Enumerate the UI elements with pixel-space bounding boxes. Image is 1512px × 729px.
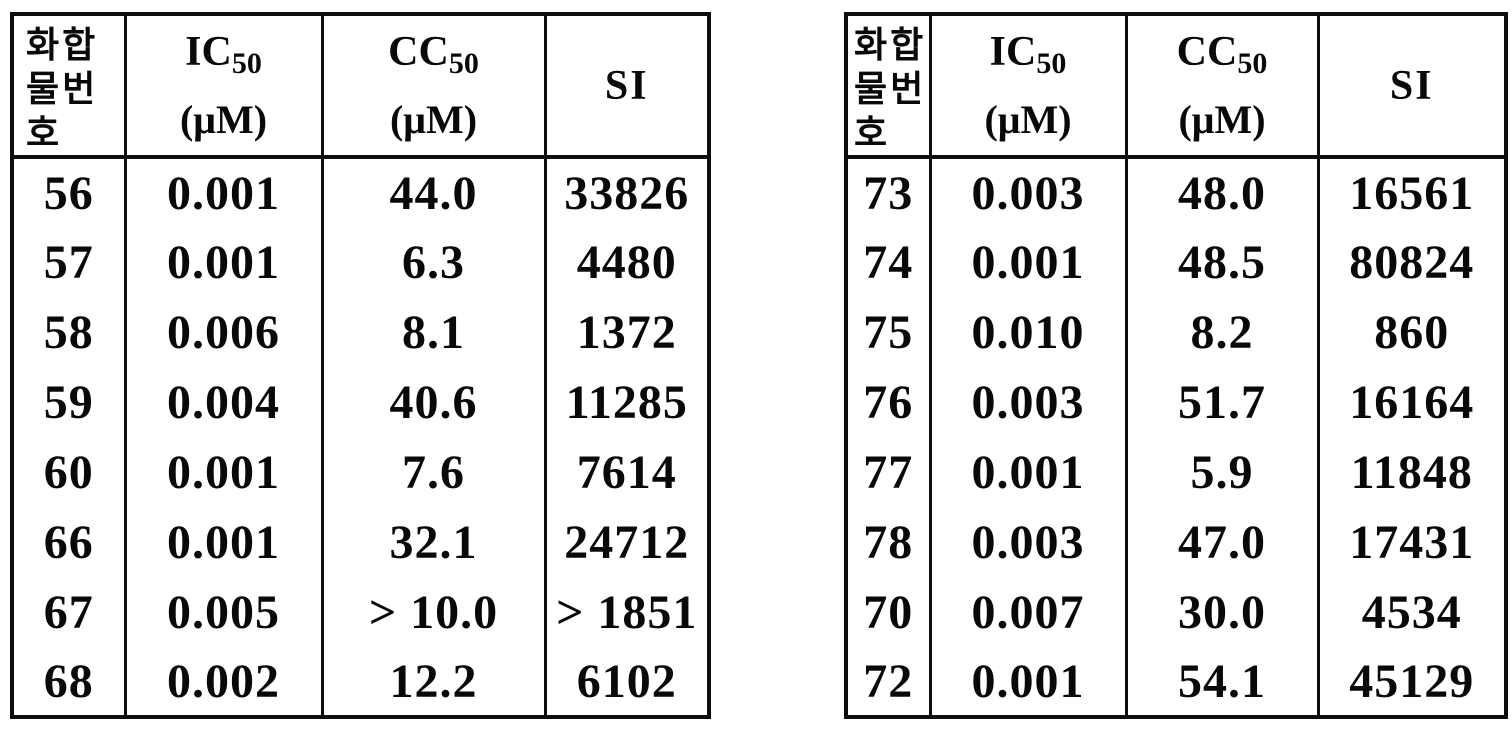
ic50-cell: 0.001 xyxy=(123,157,322,227)
compound-no-cell: 58 xyxy=(43,305,94,359)
si-cell: 24712 xyxy=(543,507,709,577)
table-row: 75 0.010 8.2 860 xyxy=(846,297,1506,367)
compound-no-cell: 75 xyxy=(863,305,914,359)
compound-no-cell: 74 xyxy=(863,235,914,289)
ic50-cell: 0.001 xyxy=(123,227,322,297)
table-row: 78 0.003 47.0 17431 xyxy=(846,507,1506,577)
ic50-cell: 0.003 xyxy=(928,157,1126,227)
cc50-cell: 30.0 xyxy=(1124,577,1318,647)
table-row: 57 0.001 6.3 4480 xyxy=(12,227,709,297)
cc50-cell: 40.6 xyxy=(320,367,545,437)
tables-container: 화합 물번 호 IC50 (μM) CC50 xyxy=(10,12,1508,719)
cc50-cell: 54.1 xyxy=(1124,647,1318,717)
cc50-header: CC50 (μM) xyxy=(320,14,545,159)
cc50-header: CC50 (μM) xyxy=(1124,14,1318,159)
si-cell: > 1851 xyxy=(543,577,709,647)
si-cell: 4534 xyxy=(1316,577,1506,647)
ic50-header: IC50 (μM) xyxy=(928,14,1126,159)
compound-number-header: 화합 물번 호 xyxy=(846,14,930,159)
compound-no-cell: 78 xyxy=(863,515,914,569)
si-cell: 45129 xyxy=(1316,647,1506,717)
compound-number-label: 화합 물번 호 xyxy=(26,24,99,153)
table-row: 56 0.001 44.0 33826 xyxy=(12,157,709,227)
table-row: 58 0.006 8.1 1372 xyxy=(12,297,709,367)
si-cell: 6102 xyxy=(543,647,709,717)
table-row: 74 0.001 48.5 80824 xyxy=(846,227,1506,297)
si-cell: 17431 xyxy=(1316,507,1506,577)
si-cell: 16561 xyxy=(1316,157,1506,227)
compound-no-cell: 73 xyxy=(863,166,914,220)
compound-no-cell: 68 xyxy=(43,654,94,708)
compound-no-cell: 56 xyxy=(43,166,94,220)
cc50-cell: 32.1 xyxy=(320,507,545,577)
cc50-cell: > 10.0 xyxy=(320,577,545,647)
si-cell: 80824 xyxy=(1316,227,1506,297)
compound-number-header: 화합 물번 호 xyxy=(12,14,125,159)
ic50-cell: 0.004 xyxy=(123,367,322,437)
table-row: 59 0.004 40.6 11285 xyxy=(12,367,709,437)
si-cell: 16164 xyxy=(1316,367,1506,437)
table-row: 70 0.007 30.0 4534 xyxy=(846,577,1506,647)
compound-no-cell: 59 xyxy=(43,375,94,429)
ic50-cell: 0.003 xyxy=(928,367,1126,437)
ic50-cell: 0.001 xyxy=(123,507,322,577)
ic50-header: IC50 (μM) xyxy=(123,14,322,159)
table-row: 77 0.001 5.9 11848 xyxy=(846,437,1506,507)
si-cell: 7614 xyxy=(543,437,709,507)
compound-number-label: 화합 물번 호 xyxy=(854,24,927,153)
si-cell: 1372 xyxy=(543,297,709,367)
assay-table-left: 화합 물번 호 IC50 (μM) CC50 xyxy=(10,12,711,719)
compound-no-cell: 67 xyxy=(43,585,94,639)
compound-no-cell: 60 xyxy=(43,445,94,499)
si-cell: 11848 xyxy=(1316,437,1506,507)
table-row: 68 0.002 12.2 6102 xyxy=(12,647,709,717)
compound-no-cell: 76 xyxy=(863,375,914,429)
cc50-cell: 47.0 xyxy=(1124,507,1318,577)
table-row: 76 0.003 51.7 16164 xyxy=(846,367,1506,437)
ic50-cell: 0.001 xyxy=(928,437,1126,507)
ic50-cell: 0.001 xyxy=(123,437,322,507)
ic50-cell: 0.005 xyxy=(123,577,322,647)
si-cell: 860 xyxy=(1316,297,1506,367)
compound-no-cell: 57 xyxy=(43,235,94,289)
cc50-cell: 12.2 xyxy=(320,647,545,717)
table-row: 60 0.001 7.6 7614 xyxy=(12,437,709,507)
si-cell: 4480 xyxy=(543,227,709,297)
cc50-cell: 48.5 xyxy=(1124,227,1318,297)
table-header-row: 화합 물번 호 IC50 (μM) CC50 xyxy=(12,14,709,159)
cc50-cell: 5.9 xyxy=(1124,437,1318,507)
compound-no-cell: 70 xyxy=(863,585,914,639)
ic50-cell: 0.003 xyxy=(928,507,1126,577)
cc50-cell: 8.2 xyxy=(1124,297,1318,367)
ic50-cell: 0.010 xyxy=(928,297,1126,367)
si-cell: 33826 xyxy=(543,157,709,227)
ic50-cell: 0.006 xyxy=(123,297,322,367)
ic50-cell: 0.002 xyxy=(123,647,322,717)
compound-no-cell: 77 xyxy=(863,445,914,499)
ic50-cell: 0.001 xyxy=(928,227,1126,297)
si-header: SI xyxy=(1316,14,1506,159)
cc50-cell: 44.0 xyxy=(320,157,545,227)
cc50-cell: 8.1 xyxy=(320,297,545,367)
table-row: 72 0.001 54.1 45129 xyxy=(846,647,1506,717)
ic50-cell: 0.001 xyxy=(928,647,1126,717)
cc50-cell: 48.0 xyxy=(1124,157,1318,227)
cc50-cell: 6.3 xyxy=(320,227,545,297)
table-row: 73 0.003 48.0 16561 xyxy=(846,157,1506,227)
table-row: 67 0.005 > 10.0 > 1851 xyxy=(12,577,709,647)
table-header-row: 화합 물번 호 IC50 (μM) CC50 xyxy=(846,14,1506,159)
si-cell: 11285 xyxy=(543,367,709,437)
cc50-cell: 7.6 xyxy=(320,437,545,507)
table-row: 66 0.001 32.1 24712 xyxy=(12,507,709,577)
compound-no-cell: 72 xyxy=(863,654,914,708)
ic50-cell: 0.007 xyxy=(928,577,1126,647)
cc50-cell: 51.7 xyxy=(1124,367,1318,437)
assay-table-right: 화합 물번 호 IC50 (μM) CC50 xyxy=(844,12,1508,719)
si-header: SI xyxy=(543,14,709,159)
compound-no-cell: 66 xyxy=(43,515,94,569)
